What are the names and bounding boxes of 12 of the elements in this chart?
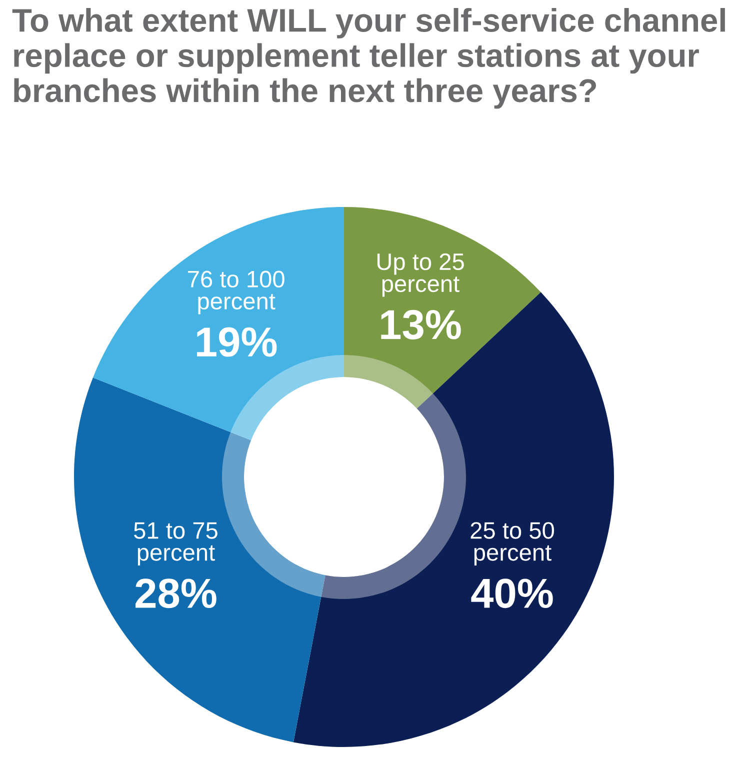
slice-label: 51 to 75 percent <box>134 522 218 566</box>
donut-slice <box>344 207 541 409</box>
data-label: 13% <box>381 310 461 340</box>
donut-slice <box>92 207 344 440</box>
chart-title: To what extent WILL your self-service channel replace or supplement teller stations at your branches within the next three years? <box>12 8 725 109</box>
donut-slice <box>74 378 326 742</box>
slice-label: Up to 25 percent <box>377 253 464 297</box>
data-label: 19% <box>197 327 277 357</box>
data-label: 28% <box>136 578 216 608</box>
slice-label: 25 to 50 percent <box>470 522 554 566</box>
slice-label: 76 to 100 percent <box>188 270 284 314</box>
data-label: 40% <box>471 578 553 608</box>
